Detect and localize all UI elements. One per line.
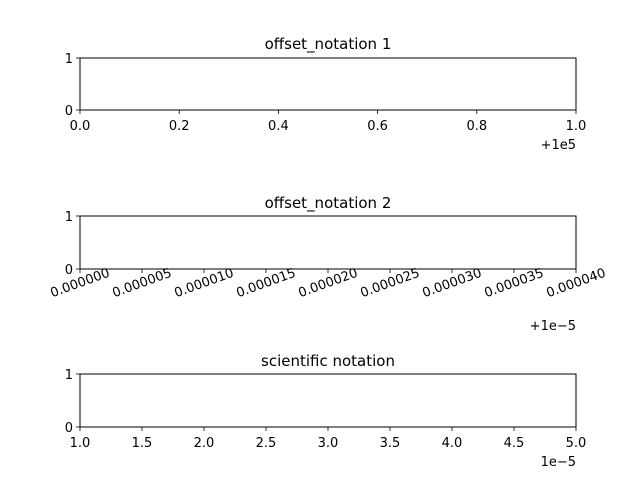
subplot-title: offset_notation 2 bbox=[265, 194, 392, 213]
y-tick-label: 1 bbox=[65, 210, 73, 225]
x-tick-label: 0.4 bbox=[268, 119, 289, 134]
subplot-offset-notation-1: offset_notation 1 0.0 0.2 0.4 0.6 0.8 1.0 01 … bbox=[65, 35, 587, 153]
y-axis-ticks: 01 bbox=[65, 210, 80, 278]
axes-frame bbox=[79, 57, 577, 111]
y-axis-ticks: 01 bbox=[65, 52, 80, 119]
x-tick-label: 0.2 bbox=[169, 119, 190, 134]
y-tick-label: 0 bbox=[65, 263, 73, 278]
subplot-title: offset_notation 1 bbox=[265, 35, 392, 54]
x-offset-text: +1e5 bbox=[541, 138, 576, 153]
x-axis-ticks: 0.0 0.2 0.4 0.6 0.8 1.0 bbox=[70, 110, 587, 134]
axes-frame bbox=[79, 373, 577, 428]
x-tick-label: 3.5 bbox=[380, 436, 401, 451]
x-tick-label: 2.5 bbox=[256, 436, 277, 451]
x-tick-label: 1.0 bbox=[70, 436, 91, 451]
x-tick-label: 2.0 bbox=[194, 436, 215, 451]
x-offset-text: 1e−5 bbox=[541, 455, 576, 470]
x-tick-label: 1.5 bbox=[132, 436, 153, 451]
x-tick-label: 3.0 bbox=[318, 436, 339, 451]
y-axis-ticks: 01 bbox=[65, 368, 80, 436]
x-tick-label: 0.6 bbox=[367, 119, 388, 134]
x-tick-label: 4.0 bbox=[442, 436, 463, 451]
axes-frame bbox=[79, 215, 577, 270]
x-axis-ticks: 0.0000000.0000050.0000100.0000150.000020… bbox=[48, 266, 607, 301]
subplot-scientific-notation: scientific notation 1.0 1.5 2.0 2.5 3.0 3.5 4.… bbox=[65, 352, 587, 470]
subplot-offset-notation-2: offset_notation 2 0.0000000.0000050.0000… bbox=[48, 194, 607, 334]
x-tick-label: 4.5 bbox=[504, 436, 525, 451]
x-tick-label: 0.8 bbox=[466, 119, 487, 134]
subplot-title: scientific notation bbox=[261, 352, 395, 370]
y-tick-label: 0 bbox=[65, 104, 73, 119]
x-tick-label: 1.0 bbox=[566, 119, 587, 134]
x-tick-label: 5.0 bbox=[566, 436, 587, 451]
x-axis-ticks: 1.0 1.5 2.0 2.5 3.0 3.5 4.0 4.5 5.0 bbox=[70, 427, 587, 451]
y-tick-label: 1 bbox=[65, 52, 73, 67]
y-tick-label: 0 bbox=[65, 421, 73, 436]
x-tick-label: 0.0 bbox=[70, 119, 91, 134]
y-tick-label: 1 bbox=[65, 368, 73, 383]
x-offset-text: +1e−5 bbox=[530, 319, 576, 334]
